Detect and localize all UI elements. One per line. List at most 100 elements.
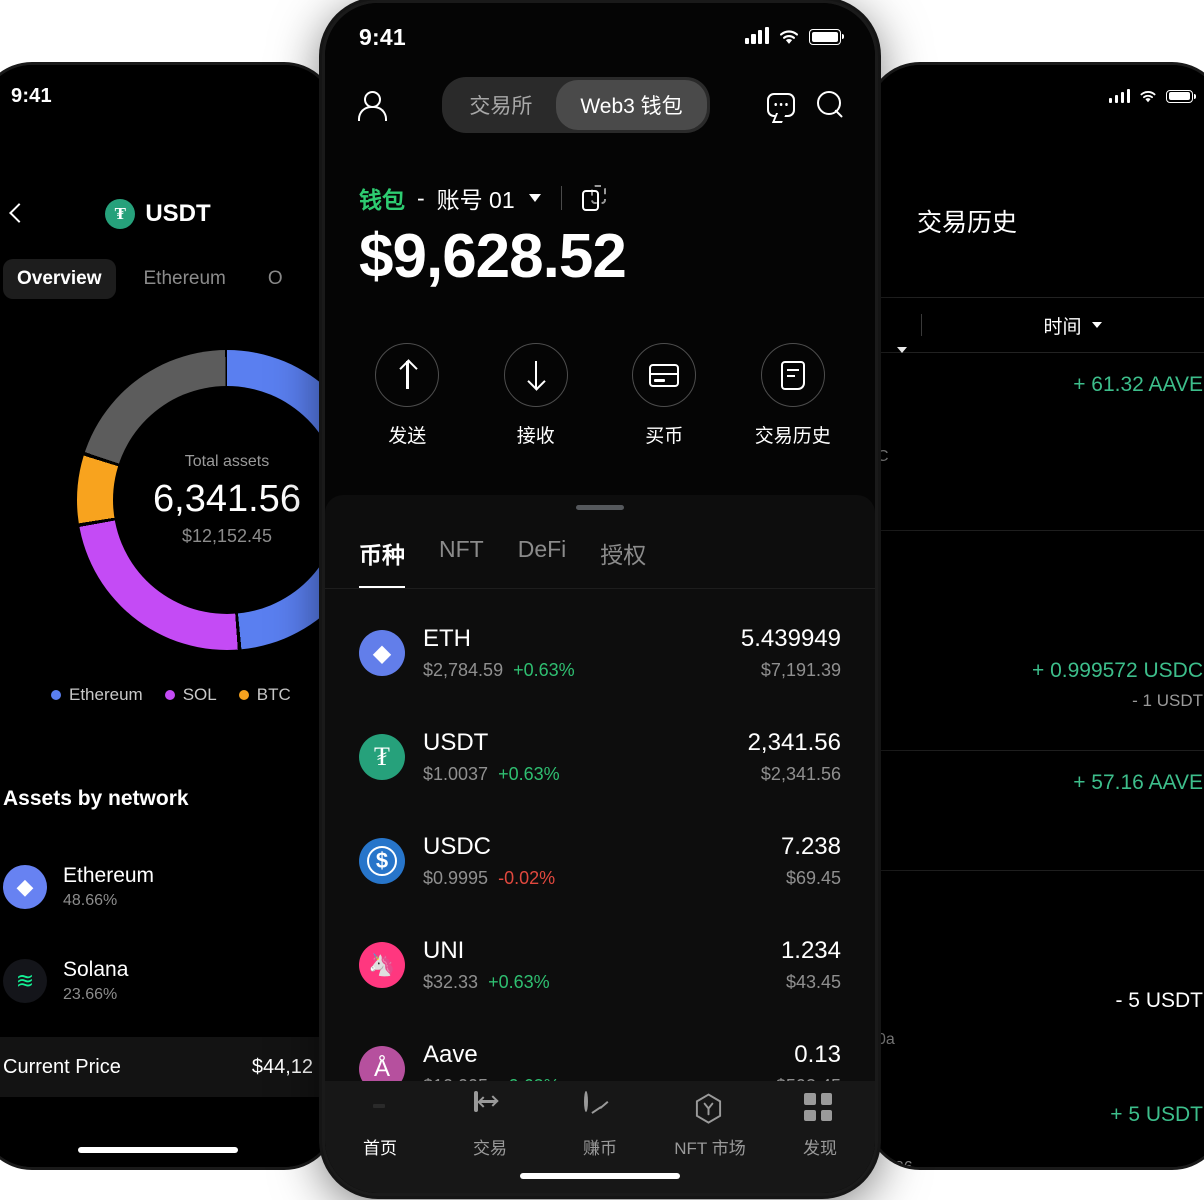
tx-amount: + 5 USDT (1110, 1103, 1203, 1126)
token-meta: $1.0037 +0.63% (423, 764, 730, 785)
tx-amount: + 61.32 AAVE (1073, 373, 1203, 396)
arrow-down-icon (526, 361, 546, 389)
copy-icon[interactable] (581, 185, 606, 211)
tabbar-item-discover[interactable]: 发现 (765, 1093, 875, 1159)
legend-item-sol: SOL (164, 685, 217, 705)
token-value: $2,341.56 (760, 764, 841, 784)
token-symbol: USDT (423, 729, 489, 756)
tab-defi[interactable]: DeFi (517, 536, 567, 562)
tabbar-item-nft-market[interactable]: NFT 市场 (655, 1093, 765, 1159)
list-item[interactable]: $ USDC $0.9995 -0.02% 7.238 $69.45 (325, 809, 875, 913)
list-item[interactable]: ◆ ETH $2,784.59 +0.63% 5.439949 $7,191.3… (325, 601, 875, 705)
table-row[interactable]: - 5 USDT 0a (869, 871, 1204, 1048)
network-row-ethereum[interactable]: ◆ Ethereum 48.66% (0, 840, 335, 934)
legend-swatch (164, 690, 175, 700)
tab-approvals[interactable]: 授权 (600, 542, 647, 568)
wallet-label: 钱包 (359, 187, 405, 213)
nft-hexagon-icon (695, 1093, 722, 1124)
credit-card-icon (649, 363, 680, 387)
token-info: ETH $2,784.59 +0.63% (423, 625, 723, 681)
status-indicators (744, 27, 844, 46)
network-row-solana[interactable]: ≋ Solana 23.66% (0, 934, 335, 1028)
table-row[interactable]: + 5 USDT ba86 (869, 1041, 1204, 1167)
tabbar-label: NFT 市场 (674, 1139, 746, 1158)
time-filter[interactable]: 时间 (922, 312, 1204, 339)
token-symbol: USDC (423, 833, 492, 860)
action-circle (632, 343, 697, 407)
list-item[interactable]: ₮ USDT $1.0037 +0.63% 2,341.56 $2,341.56 (325, 705, 875, 809)
token-info: USDC $0.9995 -0.02% (423, 833, 763, 889)
legend-swatch (238, 690, 249, 700)
earn-icon (584, 1091, 616, 1125)
chevron-down-icon (528, 194, 541, 202)
action-buy[interactable]: 买币 (619, 343, 709, 448)
network-percent: 48.66% (63, 892, 118, 909)
tx-hash: C (877, 448, 889, 465)
tabbar-item-earn[interactable]: 赚币 (545, 1091, 655, 1159)
wifi-icon (780, 30, 798, 44)
token-list: ◆ ETH $2,784.59 +0.63% 5.439949 $7,191.3… (325, 601, 875, 1119)
token-change: -0.02% (498, 868, 556, 888)
token-info: USDT $1.0037 +0.63% (423, 729, 730, 785)
tabbar-label: 首页 (363, 1139, 397, 1158)
left-nav-bar: ₮ USDT (0, 187, 335, 241)
tab-tokens[interactable]: 币种 (359, 536, 405, 589)
action-circle (760, 343, 825, 407)
current-price-label: Current Price (3, 1055, 121, 1078)
left-tab-strip: Overview Ethereum O (0, 255, 335, 303)
eth-glyph: ◆ (372, 639, 392, 667)
sheet-grabber[interactable] (576, 505, 624, 510)
token-amount: 7.238 (780, 833, 841, 860)
action-send[interactable]: 发送 (362, 343, 452, 448)
network-name: Ethereum (63, 864, 155, 887)
battery-icon (1166, 89, 1196, 103)
solana-icon: ≋ (3, 959, 47, 1003)
usdt-glyph: ₮ (374, 742, 390, 771)
tab-overview[interactable]: Overview (3, 259, 116, 299)
donut-legend: Ethereum SOL BTC (0, 685, 335, 705)
asset-tab-strip: 币种 NFT DeFi 授权 (325, 510, 875, 589)
tabbar-item-home[interactable]: 首页 (325, 1093, 435, 1159)
signal-icon (744, 27, 769, 44)
tabbar-label: 发现 (803, 1139, 837, 1158)
segment-exchange[interactable]: 交易所 (469, 95, 533, 118)
token-meta: $0.9995 -0.02% (423, 868, 763, 889)
token-price: $2,784.59 (423, 660, 504, 680)
list-item[interactable]: 🦄 UNI $32.33 +0.63% 1.234 $43.45 (325, 913, 875, 1017)
table-row[interactable]: + 61.32 AAVE C (869, 353, 1204, 531)
table-row[interactable]: + 0.999572 USDC - 1 USDT (869, 531, 1204, 751)
token-change: +0.63% (513, 660, 575, 680)
current-price-value: $44,12 (251, 1055, 313, 1078)
tab-nft[interactable]: NFT (439, 536, 484, 562)
chevron-down-icon (1091, 322, 1102, 328)
tx-amount: + 57.16 AAVE (1073, 771, 1203, 794)
uni-glyph: 🦄 (368, 952, 396, 977)
action-receive[interactable]: 接收 (491, 343, 581, 448)
quick-actions: 发送 接收 买币 交易历史 (325, 343, 875, 448)
divider (560, 186, 562, 210)
tab-other[interactable]: O (267, 268, 283, 289)
donut-center-value: 6,341.56 (153, 478, 301, 520)
tab-ethereum[interactable]: Ethereum (143, 268, 226, 289)
action-history[interactable]: 交易历史 (748, 343, 838, 448)
token-price: $0.9995 (423, 868, 489, 888)
segment-web3-wallet[interactable]: Web3 钱包 (556, 80, 707, 130)
right-phone-screen: 交易历史 时间 + 61.32 AAVE C + 0.999572 USDC -… (869, 65, 1204, 1167)
current-price-bar: Current Price $44,12 (0, 1037, 335, 1097)
legend-swatch (51, 690, 61, 700)
chat-bubble-icon[interactable] (766, 93, 795, 117)
person-icon[interactable] (355, 90, 387, 121)
network-name: Solana (63, 958, 129, 981)
table-row[interactable]: + 57.16 AAVE (869, 751, 1204, 871)
account-selector[interactable]: 钱包 - 账号 01 (359, 181, 606, 215)
header-icons (766, 91, 845, 119)
status-time: 9:41 (359, 23, 406, 50)
account-separator: - (417, 184, 425, 211)
token-symbol: UNI (423, 937, 465, 964)
search-icon[interactable] (816, 91, 845, 119)
legend-item-ethereum: Ethereum (51, 685, 143, 705)
tabbar-label: 赚币 (583, 1139, 617, 1158)
action-label: 接收 (516, 426, 555, 447)
tabbar-item-trade[interactable]: 交易 (435, 1091, 545, 1159)
